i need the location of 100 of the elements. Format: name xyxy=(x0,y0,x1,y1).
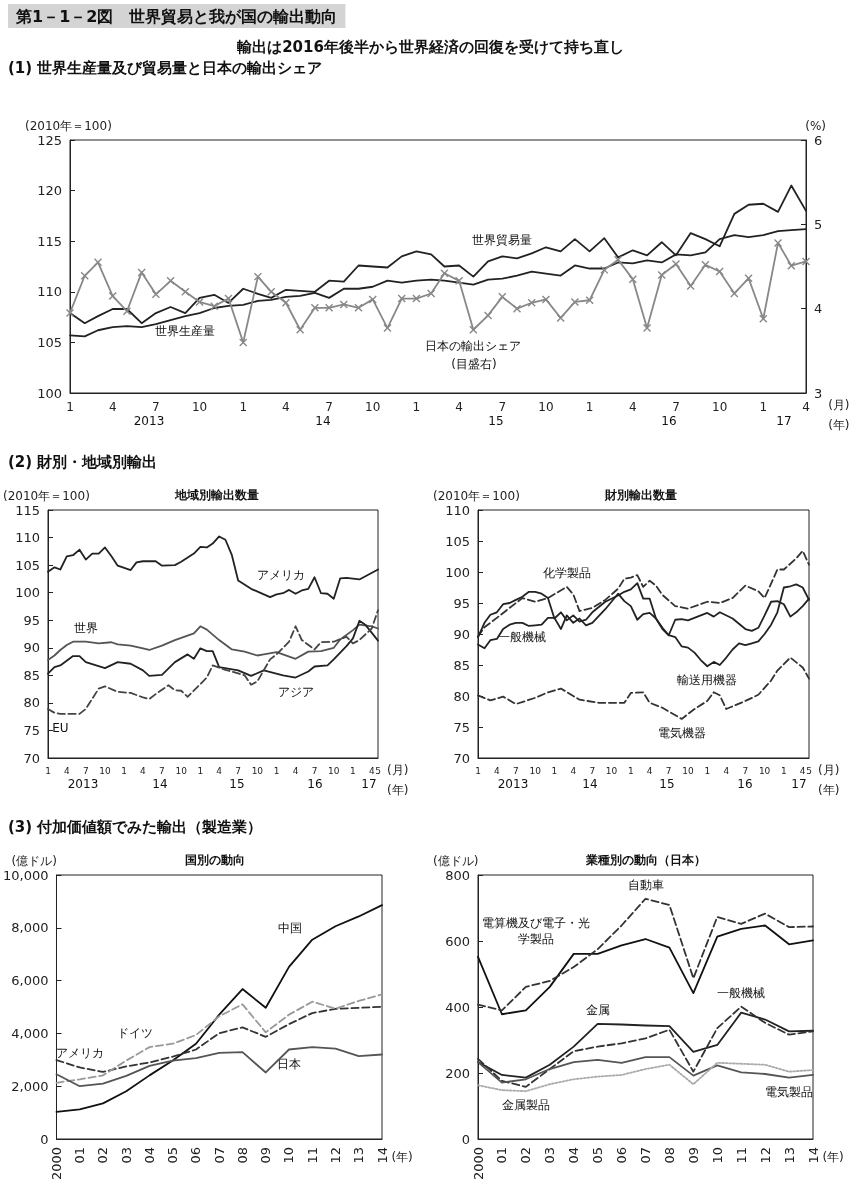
x-tick-label: 02 xyxy=(518,1147,534,1164)
point xyxy=(224,294,233,303)
x-tick-label: 7 xyxy=(82,765,89,776)
x-tick-label: 1 xyxy=(585,400,594,414)
series-label: アメリカ xyxy=(257,567,306,582)
x-tick-label: 4 xyxy=(108,400,117,414)
point xyxy=(787,261,796,270)
x-tick-label: 4 xyxy=(493,765,500,776)
point xyxy=(137,268,146,277)
point xyxy=(195,297,204,307)
x-tick-label: 1 xyxy=(627,765,634,776)
series-label: 金属製品 xyxy=(501,1098,550,1113)
x-tick-label: 01 xyxy=(72,1147,88,1164)
y-tick-label: 70 xyxy=(23,750,40,766)
text: 17 xyxy=(776,414,792,428)
y-tick-label: 800 xyxy=(445,867,470,883)
point xyxy=(412,294,421,303)
point xyxy=(310,303,320,313)
x-tick-label: 5 xyxy=(375,765,381,776)
point xyxy=(715,267,724,276)
x-tick-label: 12 xyxy=(328,1147,343,1164)
point xyxy=(671,259,681,269)
x-tick-label: 4 xyxy=(570,765,577,776)
line-series xyxy=(47,623,379,661)
x-tick-label: 7 xyxy=(665,765,672,776)
chart-subtitle: 輸出は2016年後半から世界経済の回復を受けて持ち直し xyxy=(236,37,624,56)
x-tick-label: 04 xyxy=(566,1147,582,1164)
y-tick-label: 85 xyxy=(23,667,40,683)
point xyxy=(483,311,493,320)
text: (1) 世界生産量及び貿易量と日本の輸出シェア xyxy=(8,58,323,77)
y-tick-label: 115 xyxy=(15,502,40,518)
point xyxy=(383,323,392,333)
x-tick-label: 10 xyxy=(365,400,381,414)
y-tick-label: 100 xyxy=(37,385,62,401)
point xyxy=(613,255,623,264)
x-tick-label: 06 xyxy=(188,1147,204,1164)
x-tick-label: 7 xyxy=(235,765,242,776)
x-tick-label: 1 xyxy=(239,400,248,414)
point xyxy=(686,281,695,291)
text: 15 xyxy=(229,777,245,791)
text: (3) 付加価値額でみた輸出（製造業） xyxy=(8,817,263,836)
x-tick-label: 10 xyxy=(99,765,111,776)
y-tick-label: 95 xyxy=(23,612,40,628)
y-tick-label: 90 xyxy=(23,640,40,656)
series-label: 電気製品 xyxy=(765,1084,814,1099)
y-tick-label: 105 xyxy=(15,557,40,573)
x-tick-label: 03 xyxy=(118,1147,134,1164)
text: 17 xyxy=(791,777,807,791)
x-tick-label: 1 xyxy=(350,765,356,776)
point xyxy=(642,323,652,333)
y-tick-label: 8,000 xyxy=(11,920,49,936)
annotation: (目盛右) xyxy=(451,357,497,371)
x-tick-label: 4 xyxy=(455,400,463,414)
x-tick-label: 1 xyxy=(704,765,711,776)
x-tick-label: 1 xyxy=(475,765,481,776)
y-tick-label: 125 xyxy=(37,132,62,148)
x-tick-label: 10 xyxy=(251,765,264,776)
chart-title: 業種別の動向（日本） xyxy=(584,853,706,867)
point xyxy=(454,276,464,286)
x-tick-label: 1 xyxy=(759,400,768,414)
x-tick-label: 10 xyxy=(175,765,188,776)
text: 15 xyxy=(488,414,504,428)
x-tick-label: 1 xyxy=(781,765,787,776)
x-tick-label: 4 xyxy=(368,765,375,776)
x-tick-label: 4 xyxy=(140,765,147,776)
series-label: EU xyxy=(52,720,69,735)
x-tick-label: 14 xyxy=(374,1147,390,1164)
text: (2) 財別・地域別輸出 xyxy=(8,452,158,471)
point xyxy=(773,238,783,248)
series-label: 世界生産量 xyxy=(155,324,216,339)
series-label: 輸送用機器 xyxy=(677,673,738,688)
x-axis-title: (年) xyxy=(822,1150,844,1164)
x-tick-label: 1 xyxy=(273,765,280,776)
chart-title: 地域別輸出数量 xyxy=(174,488,259,502)
x-tick-label: 4 xyxy=(723,765,730,776)
series-label: 日本 xyxy=(277,1056,301,1071)
x-tick-label: 10 xyxy=(605,765,618,776)
point xyxy=(122,307,132,316)
x-tick-label: 07 xyxy=(638,1147,653,1164)
y2-tick-label: 6 xyxy=(814,132,823,148)
point xyxy=(80,271,89,280)
x-tick-label: 05 xyxy=(590,1147,606,1164)
y-tick-label: 0 xyxy=(40,1131,49,1147)
series-label: 日本の輸出シェア xyxy=(425,338,522,353)
y-tick-label: 70 xyxy=(453,750,470,766)
x-tick-label: 4 xyxy=(628,400,637,414)
text: 2013 xyxy=(67,777,99,791)
series-label: 自動車 xyxy=(627,877,664,892)
y-tick-label: 90 xyxy=(453,626,470,642)
point xyxy=(65,308,75,318)
point xyxy=(354,303,363,313)
x-tick-label: 7 xyxy=(589,765,596,776)
x-tick-label: 10 xyxy=(538,400,554,414)
point xyxy=(701,260,710,270)
point xyxy=(570,297,580,307)
x-tick-label: 10 xyxy=(709,1147,725,1164)
y2-tick-label: 3 xyxy=(814,385,823,401)
series-label: ドイツ xyxy=(117,1026,154,1041)
x-tick-label: 10 xyxy=(328,765,340,776)
point xyxy=(541,295,551,304)
